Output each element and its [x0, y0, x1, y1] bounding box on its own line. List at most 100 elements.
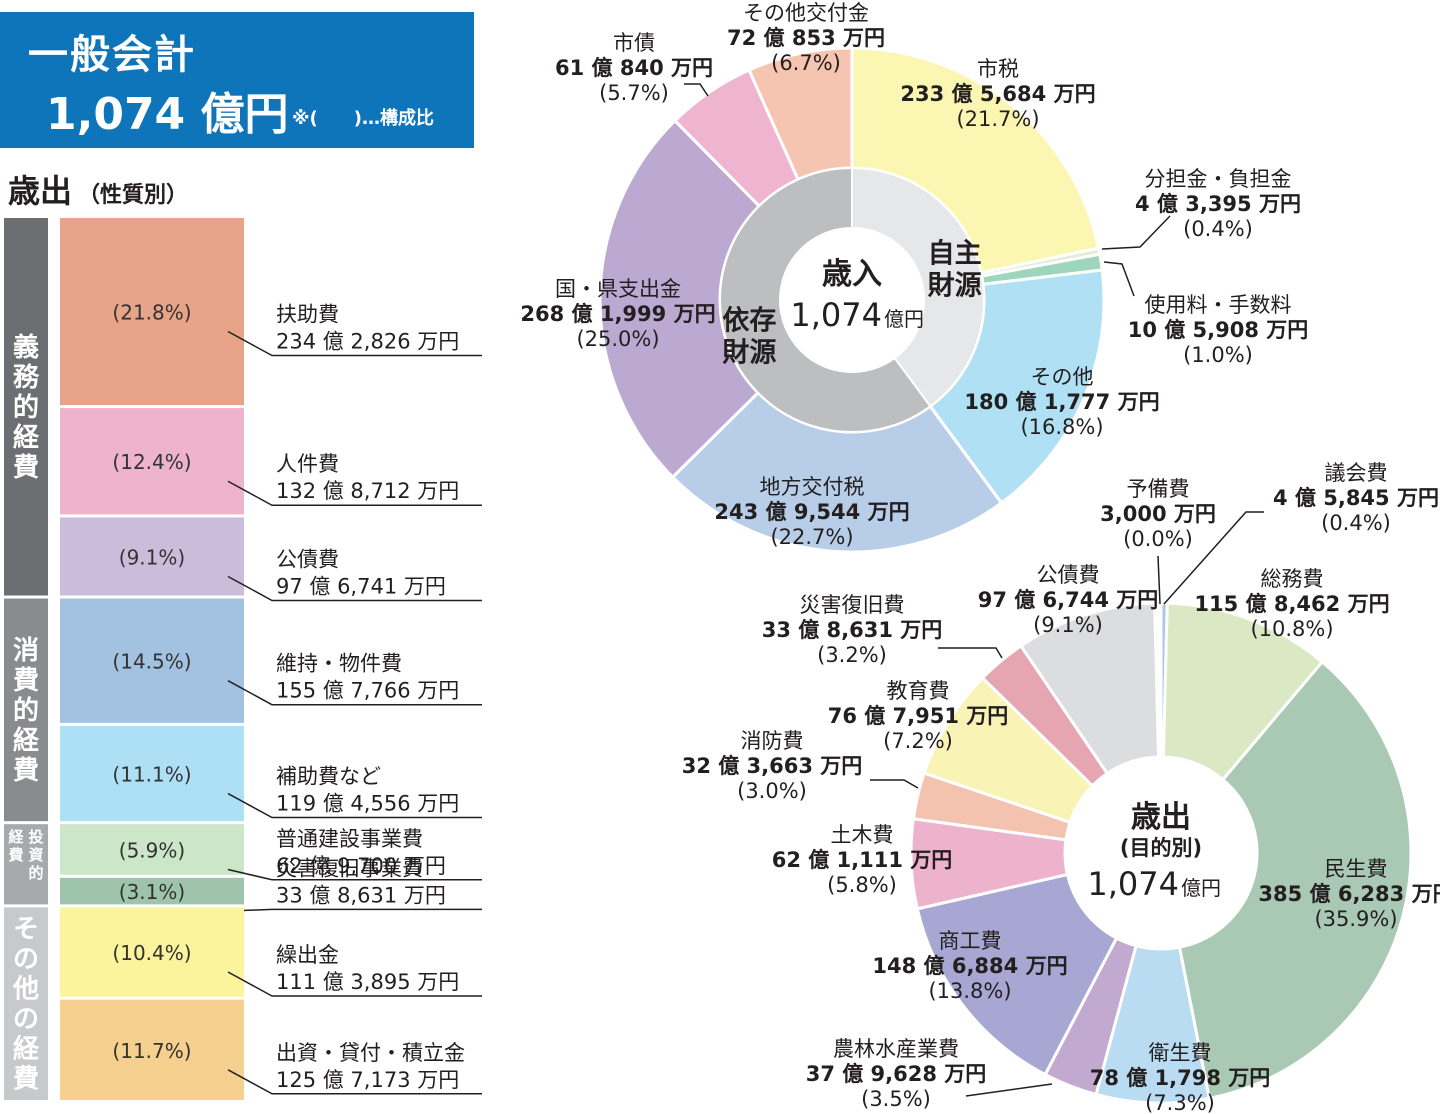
expenditure-amount-label-12: 3,000 万円: [1100, 502, 1216, 526]
bar-percent-label-4: (14.5%): [112, 650, 191, 674]
expenditure-name-label-7: 土木費: [831, 823, 894, 847]
revenue-amount-label-8: 72 億 853 万円: [727, 26, 885, 50]
bar-name-label-8: 繰出金: [276, 943, 339, 967]
expenditure-name-label-6: 商工費: [939, 929, 1002, 953]
group-band-2: [4, 598, 48, 822]
header-total: 1,074 億円: [46, 89, 289, 140]
bar-leader-line-6: [227, 868, 482, 881]
bar-percent-label-5: (11.1%): [112, 763, 191, 787]
expenditure-name-label-12: 予備費: [1127, 477, 1190, 501]
group-label-char: 的: [28, 864, 43, 882]
bar-amount-label-2: 132 億 8,712 万円: [276, 479, 459, 503]
expenditure-name-label-3: 民生費: [1325, 857, 1388, 881]
group-label-char: 義: [13, 333, 39, 363]
expenditure-percent-label-7: (5.8%): [827, 873, 897, 897]
bar-amount-label-4: 155 億 7,766 万円: [276, 679, 459, 703]
bar-segment-1: [60, 218, 244, 406]
revenue-percent-label-5: (22.7%): [770, 525, 853, 549]
bar-percent-label-6: (5.9%): [119, 838, 185, 862]
group-band-1: [4, 218, 48, 596]
header-note: ※( )…構成比: [292, 108, 434, 129]
revenue-name-label-2: 分担金・負担金: [1145, 167, 1292, 191]
expenditure-percent-label-11: (9.1%): [1033, 613, 1103, 637]
revenue-center-value: 1,074: [790, 296, 882, 334]
expenditure-amount-label-5: 37 億 9,628 万円: [806, 1062, 987, 1086]
bar-percent-label-3: (9.1%): [119, 545, 185, 569]
expenditure-leader-line-1: [1163, 511, 1264, 605]
expenditure-amount-label-8: 32 億 3,663 万円: [682, 754, 863, 778]
group-label-char: の: [13, 945, 39, 975]
group-band-4: [4, 907, 48, 1100]
bar-segment-3: [60, 517, 244, 596]
revenue-percent-label-4: (16.8%): [1020, 415, 1103, 439]
group-label-char: 務: [13, 363, 40, 393]
group-label-char: の: [13, 1005, 39, 1035]
revenue-amount-label-6: 268 億 1,999 万円: [520, 302, 715, 326]
group-label-char: 経: [8, 828, 24, 846]
revenue-source-label-2: 財源: [722, 338, 776, 369]
revenue-percent-label-8: (6.7%): [771, 51, 841, 75]
revenue-percent-label-7: (5.7%): [599, 81, 669, 105]
expenditure-percent-label-9: (7.2%): [883, 729, 953, 753]
group-label-char: 経: [13, 725, 40, 756]
group-band-3: [4, 824, 48, 905]
revenue-center-circle: [780, 228, 924, 372]
group-label-char: 的: [13, 695, 39, 726]
header-title: 一般会計: [28, 32, 196, 78]
bar-amount-label-6: 62 億 9,700 万円: [276, 854, 446, 878]
revenue-center-unit: 億円: [884, 307, 924, 331]
revenue-name-label-7: 市債: [613, 31, 655, 55]
expenditure-amount-label-9: 76 億 7,951 万円: [828, 704, 1009, 728]
group-label-char: 費: [13, 756, 39, 786]
revenue-name-label-5: 地方交付税: [760, 475, 865, 499]
bar-amount-label-3: 97 億 6,741 万円: [276, 574, 446, 598]
expenditure-percent-label-12: (0.0%): [1123, 527, 1193, 551]
bar-amount-label-9: 125 億 7,173 万円: [276, 1068, 459, 1092]
group-label-char: 的: [13, 392, 39, 423]
bar-leader-line-1: [227, 330, 482, 357]
expenditure-leader-line-5: [965, 1083, 1053, 1097]
header-banner: 一般会計 1,074 億円 ※( )…構成比: [0, 12, 474, 148]
expenditure-amount-label-2: 115 億 8,462 万円: [1194, 592, 1389, 616]
group-label-char: 費: [8, 846, 23, 864]
revenue-name-label-1: 市税: [977, 57, 1019, 81]
expenditure-title-sub: （性質別）: [78, 183, 189, 208]
bar-name-label-5: 補助費など: [276, 765, 381, 789]
revenue-amount-label-2: 4 億 3,395 万円: [1135, 192, 1301, 216]
expenditure-name-label-9: 教育費: [887, 679, 950, 703]
bar-segment-4: [60, 598, 244, 723]
expenditure-leader-line-10: [938, 647, 1003, 659]
revenue-leader-line-7: [684, 83, 709, 97]
bar-segment-2: [60, 408, 244, 515]
group-label-char: 費: [13, 1065, 39, 1095]
revenue-amount-label-4: 180 億 1,777 万円: [964, 390, 1159, 414]
expenditure-center-sub: (目的別): [1120, 836, 1202, 860]
bar-segment-5: [60, 725, 244, 822]
revenue-percent-label-6: (25.0%): [576, 327, 659, 351]
revenue-leader-line-3: [1103, 261, 1135, 297]
revenue-amount-label-5: 243 億 9,544 万円: [714, 500, 909, 524]
expenditure-amount-label-6: 148 億 6,884 万円: [872, 954, 1067, 978]
group-label-char: そ: [13, 915, 39, 945]
bar-name-label-6: 普通建設事業費: [276, 827, 423, 851]
revenue-amount-label-7: 61 億 840 万円: [555, 56, 713, 80]
bar-percent-label-1: (21.8%): [112, 301, 191, 325]
group-label-char: 費: [13, 453, 39, 483]
group-label-char: 経: [13, 1034, 40, 1065]
bar-percent-label-7: (3.1%): [119, 880, 185, 904]
expenditure-percent-label-4: (7.3%): [1145, 1091, 1215, 1114]
bar-segment-6: [60, 824, 244, 875]
revenue-amount-label-1: 233 億 5,684 万円: [900, 82, 1095, 106]
expenditure-center-unit: 億円: [1181, 876, 1221, 900]
bar-name-label-2: 人件費: [276, 452, 339, 476]
expenditure-name-label-8: 消防費: [741, 729, 804, 753]
bar-segment-8: [60, 907, 244, 997]
expenditure-name-label-4: 衛生費: [1149, 1041, 1212, 1065]
revenue-amount-label-3: 10 億 5,908 万円: [1128, 318, 1309, 342]
expenditure-percent-label-10: (3.2%): [817, 643, 887, 667]
revenue-name-label-8: その他交付金: [743, 1, 869, 25]
expenditure-name-label-11: 公債費: [1037, 563, 1100, 587]
bar-name-label-3: 公債費: [276, 547, 339, 571]
group-label-char: 経: [13, 422, 40, 453]
